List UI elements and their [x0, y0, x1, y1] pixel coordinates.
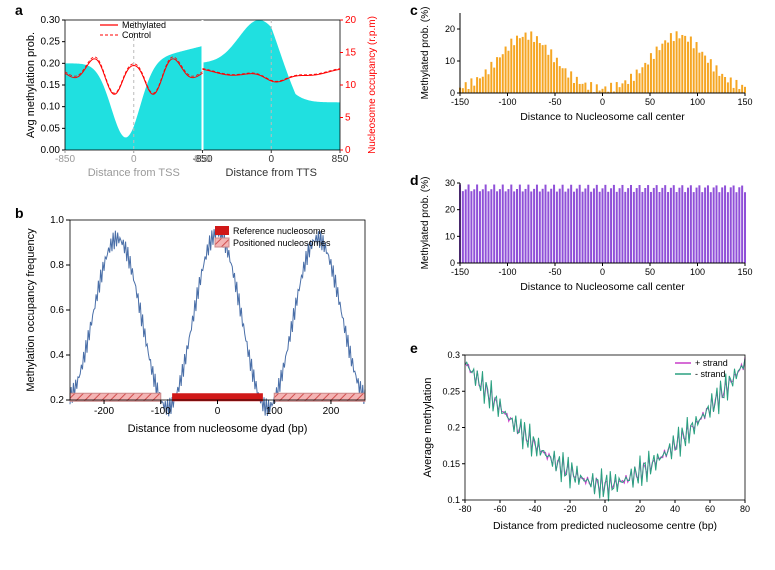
svg-text:-150: -150 — [451, 267, 469, 277]
svg-text:Control: Control — [122, 30, 151, 40]
svg-text:20: 20 — [635, 504, 645, 514]
chart-c: -150 -100 -50 0 50 100 150 0 10 20 Distance to Nuc… — [415, 5, 755, 125]
svg-text:0.15: 0.15 — [41, 80, 61, 91]
svg-text:100: 100 — [266, 406, 283, 417]
chart-d: -150 -100 -50 0 50 100 150 0 10 20 30 Distance to N… — [415, 175, 755, 295]
svg-text:- strand: - strand — [695, 369, 726, 379]
svg-text:-200: -200 — [94, 406, 114, 417]
svg-text:-850: -850 — [192, 154, 212, 165]
chart-b: -200 -100 0 100 200 0.2 0.4 0.6 0.8 1.0 Distance f… — [20, 210, 380, 440]
svg-text:Distance from nucleosome dyad: Distance from nucleosome dyad (bp) — [128, 423, 308, 435]
svg-text:10: 10 — [445, 231, 455, 241]
svg-text:30: 30 — [445, 178, 455, 188]
svg-text:10: 10 — [445, 56, 455, 66]
svg-text:Distance from TSS: Distance from TSS — [88, 167, 180, 179]
svg-text:0.15: 0.15 — [442, 459, 460, 469]
svg-text:80: 80 — [740, 504, 750, 514]
svg-text:-60: -60 — [493, 504, 506, 514]
svg-text:0.2: 0.2 — [447, 423, 460, 433]
svg-text:40: 40 — [670, 504, 680, 514]
svg-text:5: 5 — [345, 113, 351, 124]
svg-text:0.1: 0.1 — [447, 495, 460, 505]
svg-text:Nucleosome occupancy (r.p.m): Nucleosome occupancy (r.p.m) — [367, 16, 378, 154]
svg-text:10: 10 — [345, 80, 357, 91]
svg-text:0.2: 0.2 — [50, 395, 64, 406]
svg-text:0: 0 — [215, 406, 221, 417]
svg-text:20: 20 — [345, 15, 357, 26]
svg-text:Positioned nucleosomes: Positioned nucleosomes — [233, 238, 331, 248]
svg-text:150: 150 — [737, 267, 752, 277]
svg-text:0: 0 — [450, 258, 455, 268]
svg-text:20: 20 — [445, 205, 455, 215]
svg-text:0.8: 0.8 — [50, 260, 64, 271]
svg-text:Distance from TTS: Distance from TTS — [226, 167, 318, 179]
svg-text:0.6: 0.6 — [50, 305, 64, 316]
svg-text:-850: -850 — [55, 154, 75, 165]
chart-e: -80 -60 -40 -20 0 20 40 60 80 0.1 0.15 0.2 0.25 0.3 Di… — [415, 345, 755, 535]
svg-text:Methylation occupancy frequenc: Methylation occupancy frequency — [25, 228, 37, 392]
svg-text:-80: -80 — [458, 504, 471, 514]
svg-text:Distance from predicted nucleo: Distance from predicted nucleosome centr… — [493, 520, 717, 532]
svg-text:15: 15 — [345, 48, 357, 59]
svg-text:Distance to Nucleosome call ce: Distance to Nucleosome call center — [520, 281, 685, 293]
svg-text:0.3: 0.3 — [447, 350, 460, 360]
svg-text:50: 50 — [645, 267, 655, 277]
svg-text:150: 150 — [737, 97, 752, 107]
chart-a: 0.000.050.100.150.200.250.3005101520-850… — [20, 5, 380, 185]
svg-text:-150: -150 — [451, 97, 469, 107]
svg-text:1.0: 1.0 — [50, 215, 64, 226]
svg-text:0: 0 — [450, 88, 455, 98]
svg-text:0.25: 0.25 — [41, 37, 61, 48]
svg-text:0: 0 — [268, 154, 274, 165]
svg-text:-100: -100 — [498, 97, 516, 107]
svg-text:0.4: 0.4 — [50, 350, 64, 361]
svg-text:100: 100 — [690, 97, 705, 107]
svg-text:0.25: 0.25 — [442, 386, 460, 396]
svg-text:-50: -50 — [548, 267, 561, 277]
svg-text:Distance to Nucleosome call ce: Distance to Nucleosome call center — [520, 111, 685, 123]
svg-text:-40: -40 — [528, 504, 541, 514]
svg-text:0: 0 — [600, 267, 605, 277]
svg-text:Methylated prob. (%): Methylated prob. (%) — [420, 177, 431, 270]
svg-text:-20: -20 — [563, 504, 576, 514]
svg-text:0.10: 0.10 — [41, 102, 61, 113]
svg-text:0: 0 — [602, 504, 607, 514]
svg-text:-100: -100 — [498, 267, 516, 277]
svg-text:Avg methylation prob.: Avg methylation prob. — [25, 32, 37, 138]
svg-text:Reference nucleosome: Reference nucleosome — [233, 226, 326, 236]
svg-text:20: 20 — [445, 24, 455, 34]
svg-text:0: 0 — [131, 154, 137, 165]
svg-text:850: 850 — [332, 154, 349, 165]
svg-text:Average methylation: Average methylation — [422, 377, 434, 477]
svg-text:Methylated: Methylated — [122, 20, 166, 30]
svg-text:0.05: 0.05 — [41, 123, 61, 134]
svg-text:60: 60 — [705, 504, 715, 514]
svg-text:200: 200 — [323, 406, 340, 417]
svg-text:0.30: 0.30 — [41, 15, 61, 26]
svg-text:100: 100 — [690, 267, 705, 277]
svg-text:50: 50 — [645, 97, 655, 107]
svg-text:+ strand: + strand — [695, 358, 728, 368]
svg-text:-100: -100 — [151, 406, 171, 417]
svg-text:Methylated prob. (%): Methylated prob. (%) — [420, 7, 431, 100]
svg-text:-50: -50 — [548, 97, 561, 107]
svg-text:0.20: 0.20 — [41, 58, 61, 69]
svg-text:0: 0 — [600, 97, 605, 107]
